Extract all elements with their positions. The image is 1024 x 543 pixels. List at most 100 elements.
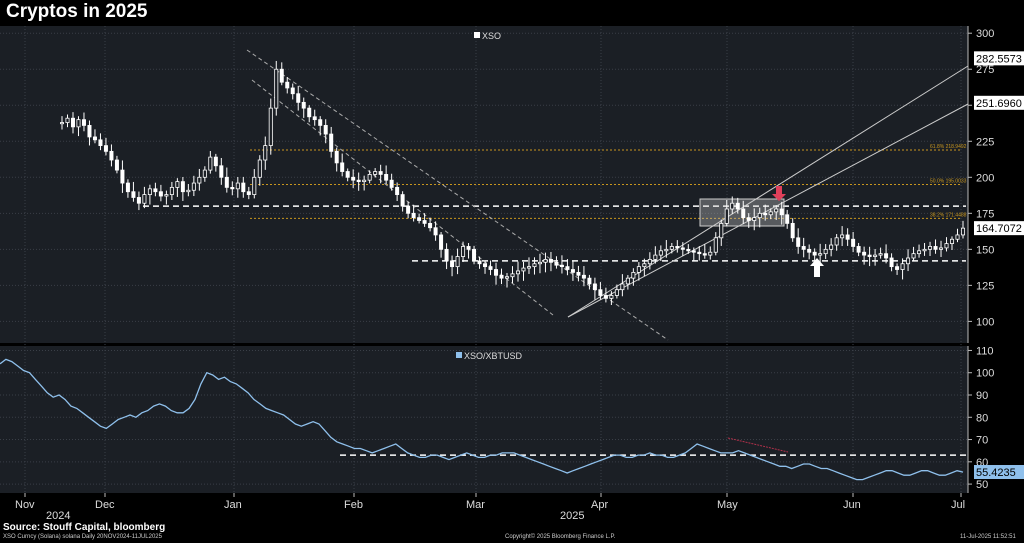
- candle-body: [125, 182, 130, 193]
- ratio-y-tick-label: 80: [976, 412, 988, 424]
- candle-body: [488, 266, 493, 270]
- candle-body: [505, 276, 510, 279]
- candle-body: [213, 156, 218, 167]
- ratio-last-value-box: [974, 465, 1024, 480]
- candle-body: [103, 145, 108, 152]
- candle-body: [933, 246, 938, 250]
- candle-body: [411, 212, 416, 219]
- candle-body: [147, 188, 152, 195]
- candle-body: [114, 159, 119, 171]
- x-tick-label: Dec: [95, 499, 115, 511]
- candle-body: [389, 179, 394, 188]
- ratio-y-tick-label: 50: [976, 479, 988, 491]
- candle-body: [268, 107, 273, 146]
- price-y-tick-label: 150: [976, 244, 994, 256]
- candle-body: [76, 119, 81, 128]
- candle-body: [669, 246, 674, 250]
- candle-body: [829, 244, 834, 250]
- candle-body: [136, 197, 141, 204]
- footer-instrument: XSO Curncy (Solana) solana Daily 20NOV20…: [3, 534, 162, 540]
- x-tick-label: Feb: [344, 499, 363, 511]
- candle-body: [812, 251, 817, 256]
- candle-body: [741, 208, 746, 219]
- candle-body: [400, 194, 405, 207]
- candle-body: [851, 238, 856, 247]
- candle-body: [428, 223, 433, 229]
- candle-body: [664, 248, 669, 252]
- candle-body: [439, 234, 444, 250]
- candle-body: [691, 250, 696, 253]
- candle-body: [702, 253, 707, 256]
- candle-body: [312, 116, 317, 121]
- price-y-tick-label: 100: [976, 316, 994, 328]
- ratio-y-tick-label: 110: [976, 345, 994, 357]
- last-value-label: 251.6960: [976, 98, 1022, 110]
- candle-body: [98, 139, 103, 146]
- x-tick-label: Jun: [843, 499, 861, 511]
- candle-body: [884, 253, 889, 259]
- candle-body: [224, 176, 229, 188]
- candle-body: [197, 176, 202, 184]
- candle-body: [65, 117, 70, 123]
- price-y-tick-label: 225: [976, 136, 994, 148]
- fib-label: 50.0% 195.0033: [930, 178, 967, 184]
- ratio-last-value-label: 55.4235: [976, 467, 1016, 479]
- ratio-y-tick-label: 90: [976, 390, 988, 402]
- candle-body: [334, 150, 339, 164]
- x-year-label: 2024: [46, 510, 70, 522]
- arrow-down-icon: [772, 186, 786, 201]
- last-value-label: 164.7072: [976, 223, 1022, 235]
- candle-body: [708, 251, 713, 256]
- candle-body: [378, 171, 383, 175]
- x-year-label: 2025: [560, 510, 584, 522]
- x-tick-label: Mar: [466, 499, 485, 511]
- candle-body: [263, 145, 268, 161]
- candle-body: [466, 246, 471, 250]
- candle-body: [499, 274, 504, 279]
- candle-body: [801, 246, 806, 250]
- divergence-line: [727, 437, 789, 453]
- candle-body: [153, 188, 158, 193]
- candle-body: [279, 68, 284, 83]
- candle-body: [900, 263, 905, 270]
- candle-body: [252, 176, 257, 195]
- candle-body: [186, 189, 191, 193]
- candle-body: [757, 212, 762, 219]
- candle-body: [274, 68, 279, 109]
- candle-body: [647, 259, 652, 265]
- candle-body: [455, 256, 460, 268]
- candle-body: [367, 174, 372, 181]
- price-y-tick-label: 275: [976, 64, 994, 76]
- candle-body: [845, 234, 850, 240]
- candle-body: [928, 246, 933, 250]
- candle-body: [724, 208, 729, 224]
- candle-body: [785, 214, 790, 224]
- candle-body: [917, 250, 922, 255]
- candle-body: [592, 283, 597, 291]
- candle-body: [614, 289, 619, 296]
- ratio-panel: [0, 346, 968, 493]
- candle-body: [329, 133, 334, 152]
- candle-body: [120, 169, 125, 184]
- candle-body: [87, 125, 92, 138]
- candle-body: [625, 277, 630, 285]
- candle-body: [461, 246, 466, 257]
- candle-body: [532, 263, 537, 268]
- candle-body: [70, 117, 75, 128]
- candle-body: [477, 260, 482, 265]
- candle-body: [472, 248, 477, 262]
- candle-body: [543, 259, 548, 263]
- x-tick-label: Jul: [951, 499, 965, 511]
- candle-body: [450, 260, 455, 268]
- candle-body: [658, 250, 663, 256]
- candle-body: [752, 217, 757, 221]
- candle-body: [241, 182, 246, 193]
- candle-body: [554, 261, 559, 266]
- price-y-tick-label: 200: [976, 172, 994, 184]
- candle-body: [60, 122, 65, 125]
- candle-body: [318, 119, 323, 126]
- candle-body: [686, 248, 691, 252]
- candle-body: [510, 273, 515, 278]
- candle-body: [406, 205, 411, 214]
- footer-copyright: Copyright© 2025 Bloomberg Finance L.P.: [505, 534, 616, 540]
